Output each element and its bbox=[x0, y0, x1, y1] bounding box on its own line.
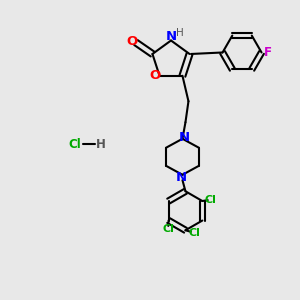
Text: H: H bbox=[176, 28, 184, 38]
Text: F: F bbox=[264, 46, 272, 59]
Text: Cl: Cl bbox=[188, 228, 200, 238]
Text: N: N bbox=[176, 171, 187, 184]
Text: N: N bbox=[178, 131, 190, 144]
Text: O: O bbox=[127, 34, 138, 48]
Text: Cl: Cl bbox=[69, 137, 81, 151]
Text: Cl: Cl bbox=[205, 194, 217, 205]
Text: H: H bbox=[96, 137, 105, 151]
Text: N: N bbox=[165, 29, 177, 43]
Text: Cl: Cl bbox=[162, 224, 174, 234]
Text: O: O bbox=[149, 69, 161, 82]
